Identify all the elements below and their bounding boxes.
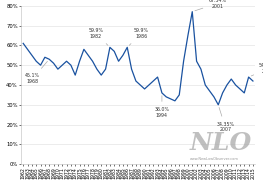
Text: 67.54%
2001: 67.54% 2001 bbox=[195, 0, 226, 11]
Text: NLO: NLO bbox=[190, 131, 252, 155]
Text: www.NewLowObserver.com: www.NewLowObserver.com bbox=[190, 157, 239, 161]
Text: 34.35%
2007: 34.35% 2007 bbox=[216, 108, 234, 132]
Text: 54.57%
2014: 54.57% 2014 bbox=[251, 63, 263, 76]
Text: 59.9%
1986: 59.9% 1986 bbox=[129, 28, 149, 45]
Text: Dividend/Payout Ratio
1962 to 2015
Source: Value Line Investment Survey
New Low : Dividend/Payout Ratio 1962 to 2015 Sourc… bbox=[23, 0, 143, 2]
Text: 59.9%
1982: 59.9% 1982 bbox=[89, 28, 108, 45]
Text: 45.1%
1968: 45.1% 1968 bbox=[25, 61, 47, 84]
Text: 36.0%
1994: 36.0% 1994 bbox=[154, 96, 169, 118]
